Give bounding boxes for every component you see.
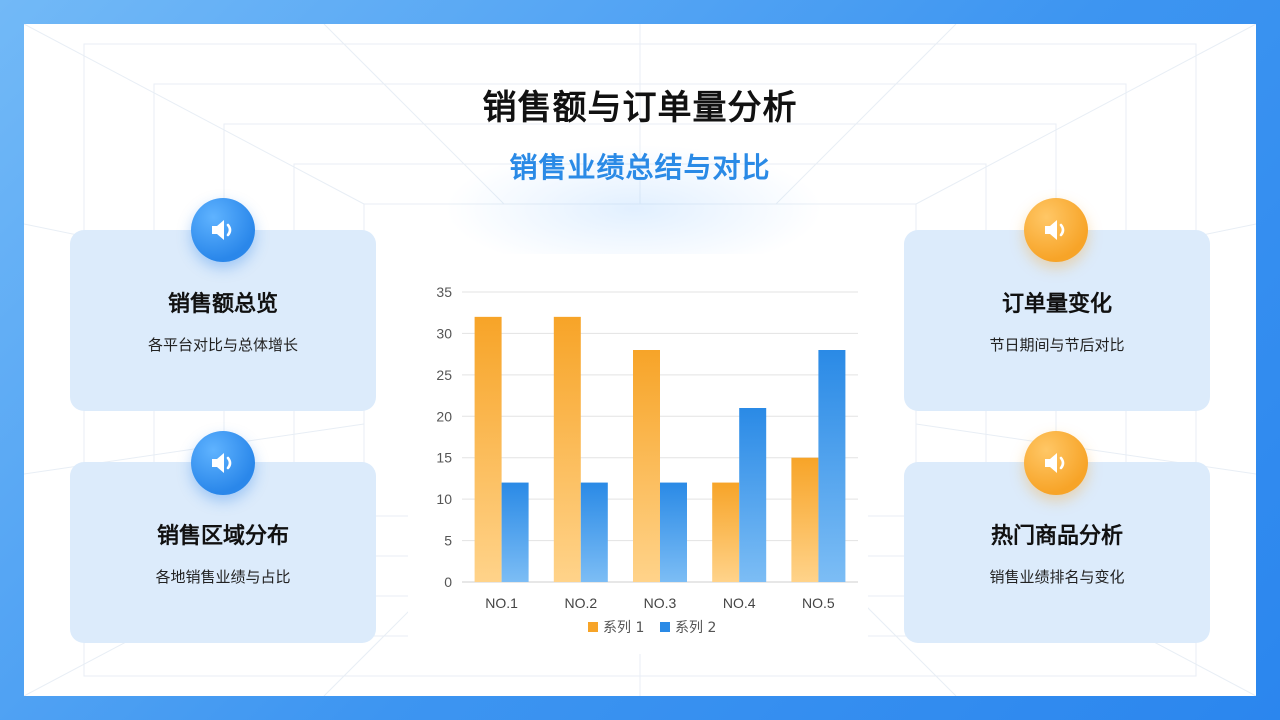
bar-1-NO.2	[553, 316, 581, 582]
card-description: 销售业绩排名与变化	[989, 568, 1125, 586]
bar-2-NO.4	[739, 408, 767, 582]
y-tick-label: 15	[436, 450, 452, 466]
bar-1-NO.3	[633, 350, 660, 582]
bar-chart-svg: 0 5 10 15 20 25 30 35 NO.1 NO.2 NO.3 NO.4 NO.5 系列 1 系…	[436, 284, 858, 636]
card-title: 销售区域分布	[156, 524, 289, 549]
x-tick-label: NO.5	[802, 595, 835, 611]
card-title: 热门商品分析	[990, 524, 1123, 549]
y-tick-label: 10	[436, 491, 452, 507]
speaker-icon	[191, 198, 255, 262]
legend-label: 系列 1	[603, 620, 644, 636]
bar-1-NO.5	[791, 457, 819, 582]
card-title: 销售额总览	[167, 292, 278, 317]
bar-2-NO.1	[501, 482, 529, 582]
legend-swatch	[588, 622, 598, 632]
card-description: 各平台对比与总体增长	[147, 336, 298, 354]
speaker-icon	[1024, 431, 1088, 495]
y-tick-label: 0	[444, 574, 452, 590]
bar-2-NO.5	[818, 350, 846, 582]
y-tick-label: 5	[444, 533, 452, 549]
speaker-icon	[1024, 198, 1088, 262]
slide-canvas: 销售额与订单量分析 销售业绩总结与对比 销售额总览 各平台对比与总体增长 销售区…	[24, 24, 1256, 696]
legend-swatch	[660, 622, 670, 632]
bar-chart: 0 5 10 15 20 25 30 35 NO.1 NO.2 NO.3 NO.4 NO.5 系列 1 系…	[408, 254, 868, 654]
bar-2-NO.2	[580, 482, 608, 582]
title-glow	[444, 144, 824, 274]
y-tick-label: 30	[436, 325, 452, 341]
y-tick-label: 20	[436, 408, 452, 424]
page-title: 销售额与订单量分析	[482, 88, 798, 128]
card-title: 订单量变化	[1001, 292, 1112, 317]
legend-label: 系列 2	[675, 620, 716, 636]
bar-2-NO.3	[660, 482, 687, 582]
y-tick-label: 35	[436, 284, 452, 300]
y-tick-label: 25	[436, 367, 452, 383]
bar-1-NO.1	[474, 316, 502, 582]
x-tick-label: NO.2	[564, 595, 597, 611]
card-description: 节日期间与节后对比	[989, 336, 1125, 354]
x-tick-label: NO.3	[644, 595, 677, 611]
x-tick-label: NO.1	[485, 595, 518, 611]
card-description: 各地销售业绩与占比	[155, 568, 291, 586]
speaker-icon	[191, 431, 255, 495]
page-subtitle: 销售业绩总结与对比	[509, 151, 771, 184]
x-tick-label: NO.4	[723, 595, 756, 611]
bar-1-NO.4	[712, 482, 740, 582]
